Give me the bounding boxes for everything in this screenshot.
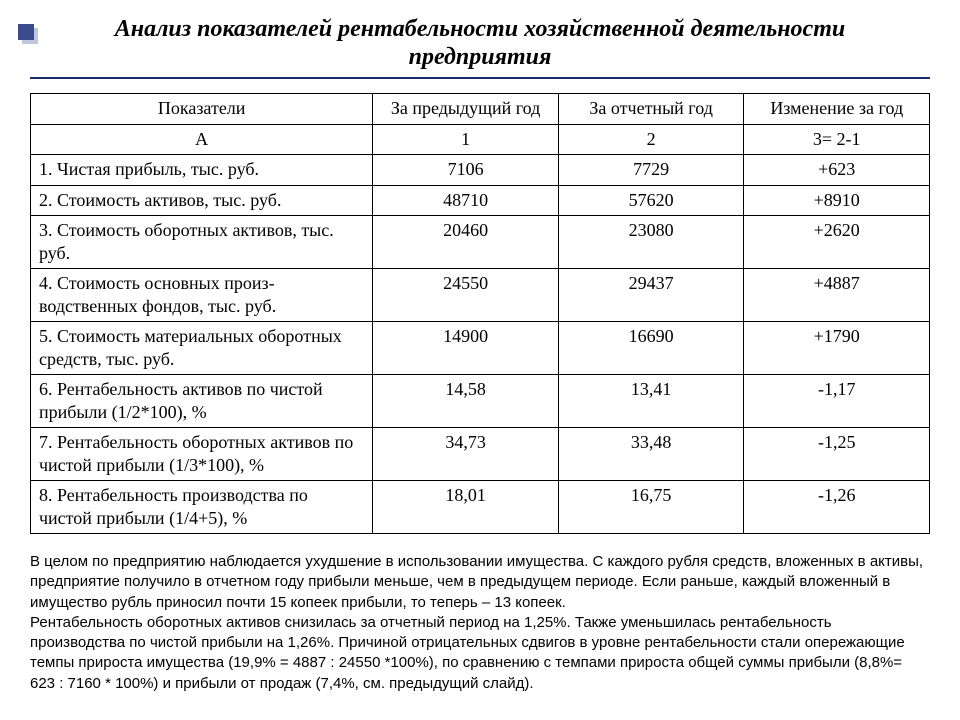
cell-indicator: 8. Рентабельность производства по чистой… [31,481,373,534]
cell-change: +4887 [744,269,930,322]
cell-curr: 13,41 [558,375,744,428]
cell-curr: 23080 [558,216,744,269]
cell-change: +623 [744,155,930,186]
cell-indicator: 2. Стоимость активов, тыс. руб. [31,185,373,216]
cell-curr: 33,48 [558,428,744,481]
title-rule [30,77,930,79]
cell-prev: 18,01 [373,481,559,534]
cell-change: +8910 [744,185,930,216]
cell-prev: 7106 [373,155,559,186]
subheader-1: 1 [373,124,559,155]
cell-change: +2620 [744,216,930,269]
col-header-indicator: Показатели [31,94,373,125]
cell-indicator: 1. Чистая прибыль, тыс. руб. [31,155,373,186]
table-body: 1. Чистая прибыль, тыс. руб. 7106 7729 +… [31,155,930,534]
table-header-row: Показатели За предыдущий год За отчетный… [31,94,930,125]
table-row: 3. Стоимость оборотных активов, тыс. руб… [31,216,930,269]
subheader-2: 2 [558,124,744,155]
cell-indicator: 3. Стоимость оборотных активов, тыс. руб… [31,216,373,269]
cell-indicator: 7. Рентабельность оборотных активов по ч… [31,428,373,481]
cell-indicator: 4. Стоимость основных произ-водственных … [31,269,373,322]
cell-curr: 16690 [558,322,744,375]
cell-prev: 24550 [373,269,559,322]
profitability-table: Показатели За предыдущий год За отчетный… [30,93,930,534]
cell-prev: 34,73 [373,428,559,481]
col-header-curr: За отчетный год [558,94,744,125]
table-row: 7. Рентабельность оборотных активов по ч… [31,428,930,481]
cell-curr: 29437 [558,269,744,322]
page-title: Анализ показателей рентабельности хозяйс… [70,16,890,71]
slide-bullet-icon [18,24,34,40]
cell-prev: 48710 [373,185,559,216]
table-row: 6. Рентабельность активов по чистой приб… [31,375,930,428]
col-header-prev: За предыдущий год [373,94,559,125]
cell-curr: 16,75 [558,481,744,534]
col-header-change: Изменение за год [744,94,930,125]
cell-change: -1,25 [744,428,930,481]
table-row: 8. Рентабельность производства по чистой… [31,481,930,534]
analysis-paragraph: В целом по предприятию наблюдается ухудш… [30,552,930,694]
subheader-a: А [31,124,373,155]
cell-curr: 7729 [558,155,744,186]
cell-indicator: 5. Стоимость материальных оборотных сред… [31,322,373,375]
table-subheader-row: А 1 2 3= 2-1 [31,124,930,155]
table-row: 2. Стоимость активов, тыс. руб. 48710 57… [31,185,930,216]
cell-change: -1,17 [744,375,930,428]
table-row: 4. Стоимость основных произ-водственных … [31,269,930,322]
cell-prev: 14,58 [373,375,559,428]
cell-change: +1790 [744,322,930,375]
cell-prev: 20460 [373,216,559,269]
cell-curr: 57620 [558,185,744,216]
cell-change: -1,26 [744,481,930,534]
table-row: 1. Чистая прибыль, тыс. руб. 7106 7729 +… [31,155,930,186]
subheader-3: 3= 2-1 [744,124,930,155]
cell-prev: 14900 [373,322,559,375]
cell-indicator: 6. Рентабельность активов по чистой приб… [31,375,373,428]
table-row: 5. Стоимость материальных оборотных сред… [31,322,930,375]
